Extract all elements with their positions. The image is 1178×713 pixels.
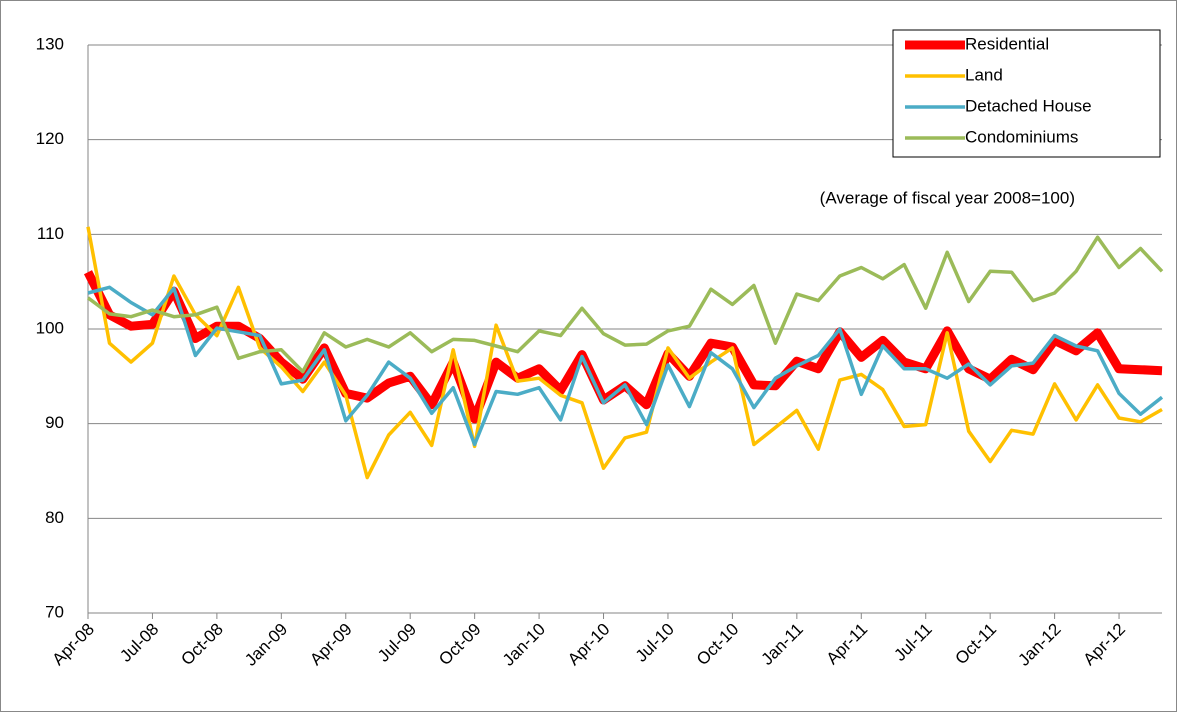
series-line: [86, 235, 1164, 374]
y-tick-label: 70: [45, 602, 64, 621]
y-tick-label: 130: [36, 34, 64, 53]
legend-label: Detached House: [965, 96, 1092, 115]
y-tick-label: 120: [36, 129, 64, 148]
legend-box: [892, 29, 1161, 158]
y-tick-label: 90: [45, 413, 64, 432]
legend-label: Condominiums: [965, 127, 1078, 146]
y-tick-label: 110: [37, 224, 64, 243]
legend-label: Residential: [965, 34, 1049, 53]
y-tick-label: 80: [45, 508, 64, 527]
annotation: (Average of fiscal year 2008=100): [820, 188, 1075, 207]
y-tick-label: 100: [36, 318, 64, 337]
legend-label: Land: [965, 65, 1003, 84]
